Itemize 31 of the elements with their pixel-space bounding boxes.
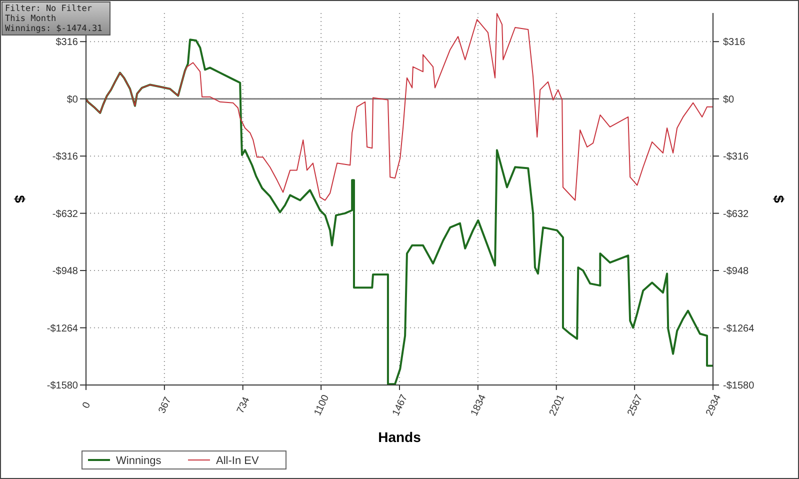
y2-tick-label: $316 <box>723 37 746 48</box>
x-tick-label: 1467 <box>390 392 410 418</box>
x-tick-label: 1100 <box>312 392 332 418</box>
y-tick-label: -$632 <box>52 208 78 220</box>
y-tick-label: -$948 <box>52 266 78 278</box>
text: This Month <box>5 14 56 24</box>
annotation: Filter: No Filter <box>5 4 92 14</box>
y-tick-label: -$1580 <box>46 380 78 392</box>
x-tick-label: 2934 <box>704 392 724 418</box>
y2-tick-label: -$316 <box>723 152 750 163</box>
annotation: Winnings: $-1474.31 <box>5 24 102 34</box>
y2-axis-title: $ <box>771 195 788 204</box>
y2-tick-label: -$948 <box>723 266 750 278</box>
y2-tick-label: -$1580 <box>723 380 755 392</box>
y2-tick-label: -$1264 <box>723 323 755 334</box>
y-tick-label: $316 <box>56 37 78 48</box>
x-axis-title: Hands <box>378 429 422 445</box>
legend-label: All-In EV <box>216 455 260 467</box>
x-tick-label: 1834 <box>469 392 489 418</box>
y2-tick-label: -$632 <box>723 208 750 220</box>
x-tick-label: 2201 <box>548 392 568 418</box>
x-tick-label: 367 <box>156 395 174 416</box>
y-tick-label: -$316 <box>52 152 78 163</box>
y-tick-label: -$1264 <box>46 323 78 334</box>
x-tick-label: 0 <box>80 400 94 410</box>
y2-tick-label: $0 <box>723 94 735 106</box>
legend-label: Winnings <box>116 455 162 467</box>
x-tick-label: 734 <box>235 395 252 416</box>
y-tick-label: $0 <box>66 94 78 106</box>
y-axis-title: $ <box>12 195 28 204</box>
x-tick-label: 2567 <box>626 392 646 418</box>
